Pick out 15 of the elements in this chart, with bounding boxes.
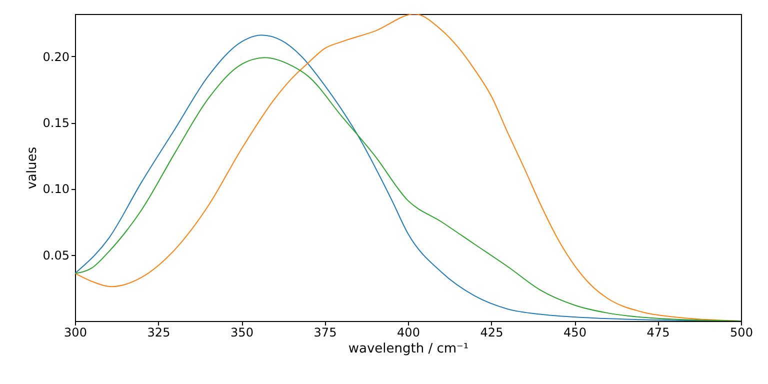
x-tick-label: 325 — [147, 326, 170, 340]
y-tick-label: 0.05 — [42, 248, 70, 262]
x-axis-title: wavelength / cm⁻¹ — [348, 342, 469, 356]
x-tick-label: 375 — [314, 326, 337, 340]
x-tick-label: 475 — [646, 326, 670, 340]
y-axis-title: values — [24, 146, 40, 190]
x-tick-label: 350 — [230, 326, 254, 340]
x-tick-label: 500 — [730, 326, 753, 340]
y-tick-label: 0.10 — [42, 182, 70, 196]
x-tick-label: 425 — [480, 326, 504, 340]
y-tick-label: 0.20 — [42, 50, 70, 64]
y-tick-label: 0.15 — [42, 116, 70, 130]
x-tick-label: 400 — [397, 326, 420, 340]
x-tick-label: 300 — [64, 326, 87, 340]
x-tick-label: 450 — [564, 326, 586, 340]
